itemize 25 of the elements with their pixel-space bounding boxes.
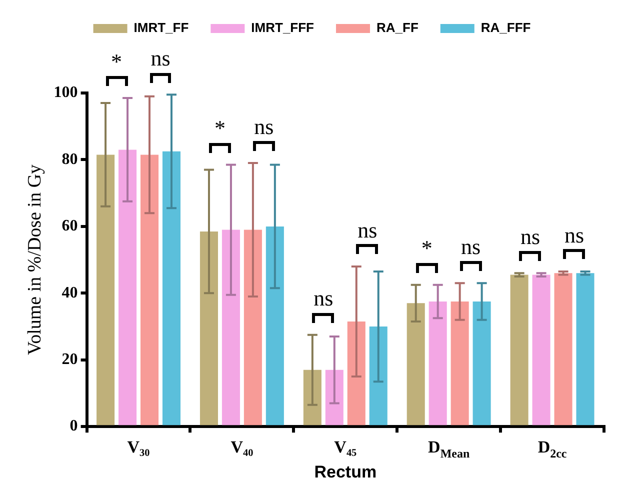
y-tick-label: 60 [62,218,78,235]
y-tick-label: 40 [62,284,78,302]
y-tick-label: 20 [62,351,78,368]
annotation: ns [358,217,378,242]
y-tick-label: 100 [54,84,78,102]
annotation: * [421,236,432,261]
x-tick-label: V₃₀ [127,438,150,457]
legend-label: IMRT_FF [134,20,189,36]
text: * [111,48,122,74]
legend-label: IMRT_FFF [251,20,314,36]
annotation: ns [314,286,334,311]
legend-label: RA_FFF [480,20,531,36]
annotation: ns [520,224,540,249]
y-tick-label: 0 [70,418,78,435]
y-tick-label: 80 [62,150,78,168]
annotation: ns [461,234,481,259]
x-axis-title: Rectum [314,462,377,482]
annotation: * [214,116,226,141]
x-tick-label: V₄₅ [334,438,357,457]
y-axis-title: Volume in %/Dose in Gy [24,164,46,356]
text: ns [150,45,170,70]
annotation: ns [254,114,274,139]
x-tick-label: V₄₀ [230,438,254,457]
annotation: ns [564,222,584,248]
legend-label: RA_FF [376,20,418,36]
